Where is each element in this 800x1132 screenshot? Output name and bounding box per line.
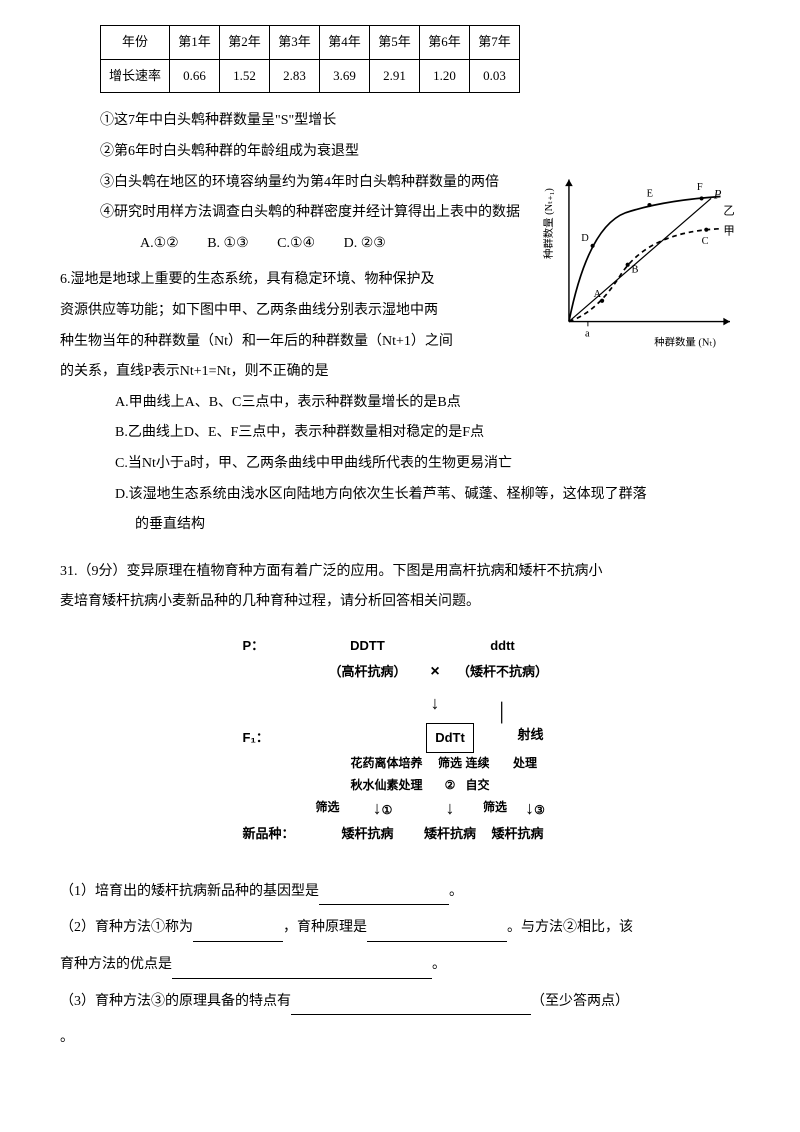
- sub-text: （3）育种方法③的原理具备的特点有: [60, 994, 291, 1009]
- svg-text:种群数量 (Nₜ): 种群数量 (Nₜ): [654, 335, 716, 348]
- option-d: D. ②③: [344, 236, 386, 251]
- blank-field[interactable]: [172, 962, 432, 979]
- new-label: 新品种：: [243, 822, 313, 847]
- sub-q2: （2）育种方法①称为 ，育种原理是 。与方法②相比，该: [60, 915, 740, 942]
- option-c: C.①④: [277, 236, 315, 251]
- svg-text:a: a: [585, 329, 590, 340]
- table-cell: 增长速率: [101, 59, 170, 93]
- svg-text:甲: 甲: [723, 226, 734, 238]
- q6-stem: 的关系，直线P表示Nt+1=Nt，则不正确的是: [60, 359, 740, 386]
- sub-text: （2）育种方法①称为: [60, 920, 193, 935]
- table-cell: 1.52: [220, 59, 270, 93]
- q31-stem: 麦培育矮杆抗病小麦新品种的几种育种过程，请分析回答相关问题。: [60, 589, 740, 616]
- result-1: 矮杆抗病: [313, 822, 423, 847]
- svg-text:乙: 乙: [723, 205, 734, 218]
- table-cell: 3.69: [320, 59, 370, 93]
- sub-q3: （3）育种方法③的原理具备的特点有 （至少答两点）: [60, 989, 740, 1016]
- select-label: 筛选: [478, 796, 513, 819]
- growth-rate-table: 年份 第1年 第2年 第3年 第4年 第5年 第6年 第7年 增长速率 0.66…: [100, 25, 520, 93]
- sub-text: 。: [432, 957, 446, 972]
- q6-option-d-cont: 的垂直结构: [135, 512, 740, 539]
- sub-text: 。: [449, 884, 463, 899]
- blank-field[interactable]: [367, 925, 507, 942]
- p-label: P：: [243, 634, 313, 659]
- statement-2: ②第6年时白头鹎种群的年龄组成为衰退型: [100, 139, 740, 166]
- table-cell: 第6年: [420, 26, 470, 60]
- statement-1: ①这7年中白头鹎种群数量呈"S"型增长: [100, 108, 740, 135]
- blank-field[interactable]: [193, 925, 283, 942]
- table-cell: 第3年: [270, 26, 320, 60]
- q6-option-d: D.该湿地生态系统由浅水区向陆地方向依次生长着芦苇、碱蓬、柽柳等，这体现了群落: [115, 482, 740, 509]
- cross-icon: ×: [423, 657, 448, 687]
- sub-text: 育种方法的优点是: [60, 957, 172, 972]
- arrow-down-icon: ↓③: [513, 799, 558, 817]
- ray-label: 处理: [493, 752, 558, 775]
- colchicine-label: 秋水仙素处理: [313, 774, 423, 797]
- table-cell: 2.83: [270, 59, 320, 93]
- table-row: 年份 第1年 第2年 第3年 第4年 第5年 第6年 第7年: [101, 26, 520, 60]
- q6-option-b: B.乙曲线上D、E、F三点中，表示种群数量相对稳定的是F点: [115, 420, 740, 447]
- arrow-down-icon: ↓: [423, 694, 448, 712]
- svg-text:F: F: [697, 182, 703, 193]
- svg-text:B: B: [631, 264, 638, 275]
- p1-geno: DDTT: [313, 634, 423, 659]
- f1-label: F₁：: [243, 726, 313, 751]
- table-cell: 2.91: [370, 59, 420, 93]
- sub-text: ，育种原理是: [283, 920, 367, 935]
- sub-q1: （1）培育出的矮杆抗病新品种的基因型是 。: [60, 879, 740, 906]
- select-label: 筛选: [438, 752, 463, 775]
- table-cell: 第1年: [170, 26, 220, 60]
- table-cell: 第4年: [320, 26, 370, 60]
- table-cell: 第5年: [370, 26, 420, 60]
- result-3: 矮杆抗病: [478, 822, 558, 847]
- selfcross-label: 连续: [463, 752, 493, 775]
- svg-text:C: C: [702, 236, 709, 247]
- method2-num: ②: [438, 774, 463, 797]
- arrow-down-icon: ↓: [423, 799, 478, 817]
- table-cell: 0.66: [170, 59, 220, 93]
- table-cell: 1.20: [420, 59, 470, 93]
- q6-option-c: C.当Nt小于a时，甲、乙两条曲线中甲曲线所代表的生物更易消亡: [115, 451, 740, 478]
- svg-text:D: D: [581, 233, 589, 244]
- table-row: 增长速率 0.66 1.52 2.83 3.69 2.91 1.20 0.03: [101, 59, 520, 93]
- select-label: 筛选: [313, 796, 343, 819]
- selfcross-label: 自交: [463, 774, 493, 797]
- svg-text:A: A: [594, 289, 602, 300]
- table-cell: 第7年: [470, 26, 520, 60]
- option-a: A.①②: [140, 236, 179, 251]
- anther-label: 花药离体培养: [313, 752, 423, 775]
- sub-q2-cont: 育种方法的优点是 。: [60, 952, 740, 979]
- sub-text: （1）培育出的矮杆抗病新品种的基因型是: [60, 884, 319, 899]
- arrow-down-icon: ↓①: [343, 799, 423, 817]
- q31-stem: 31.（9分）变异原理在植物育种方面有着广泛的应用。下图是用高杆抗病和矮杆不抗病…: [60, 559, 740, 586]
- table-cell: 0.03: [470, 59, 520, 93]
- population-chart: P 乙 甲 A B C D E F a 种群数量 (Nₜ₊₁) 种群数量 (Nₜ…: [540, 170, 740, 361]
- p2-geno: ddtt: [448, 634, 558, 659]
- q6-option-a: A.甲曲线上A、B、C三点中，表示种群数量增长的是B点: [115, 390, 740, 417]
- f1-box: DdTt: [426, 723, 474, 754]
- result-2: 矮杆抗病: [423, 822, 478, 847]
- blank-field[interactable]: [291, 998, 531, 1015]
- svg-text:P: P: [713, 188, 722, 202]
- ray-label: 射线: [518, 723, 544, 748]
- table-cell: 第2年: [220, 26, 270, 60]
- sub-q3-end: 。: [60, 1025, 740, 1052]
- option-b: B. ①③: [207, 236, 248, 251]
- svg-text:种群数量 (Nₜ₊₁): 种群数量 (Nₜ₊₁): [542, 188, 555, 259]
- p2-pheno: （矮杆不抗病）: [448, 660, 558, 685]
- p1-pheno: （高杆抗病）: [313, 660, 423, 685]
- svg-text:E: E: [647, 189, 653, 200]
- sub-text: （至少答两点）: [531, 994, 629, 1009]
- blank-field[interactable]: [319, 889, 449, 906]
- sub-text: 。与方法②相比，该: [507, 920, 633, 935]
- table-cell: 年份: [101, 26, 170, 60]
- breeding-diagram: P： DDTT ddtt （高杆抗病） × （矮杆不抗病） ↓ │ F₁： Dd…: [60, 631, 740, 849]
